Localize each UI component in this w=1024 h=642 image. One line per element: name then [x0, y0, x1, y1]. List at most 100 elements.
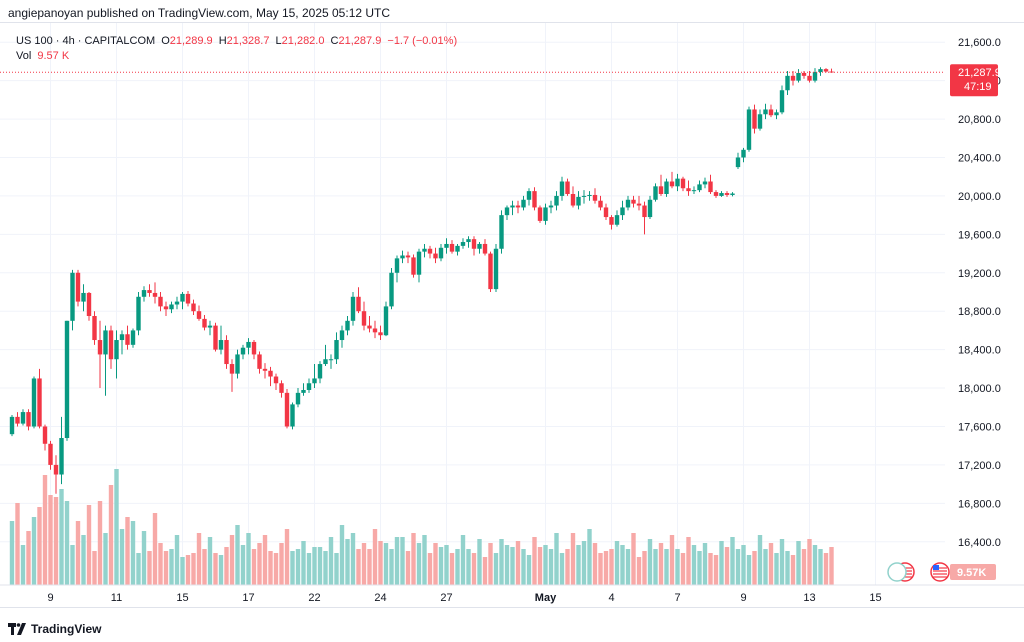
candle-body[interactable]	[620, 207, 625, 216]
candle-body[interactable]	[262, 368, 268, 371]
candle-body[interactable]	[763, 109, 768, 115]
footer-brand[interactable]: TradingView	[8, 622, 101, 636]
candle-body[interactable]	[526, 191, 532, 200]
candle-body[interactable]	[114, 340, 119, 360]
candle-body[interactable]	[367, 325, 372, 329]
candle-body[interactable]	[218, 340, 224, 350]
event-marker-icon[interactable]	[887, 562, 907, 582]
candle-body[interactable]	[532, 191, 537, 208]
candle-body[interactable]	[279, 383, 284, 393]
candle-body[interactable]	[108, 330, 114, 360]
candle-body[interactable]	[152, 292, 158, 297]
candle-body[interactable]	[59, 438, 64, 475]
candle-body[interactable]	[543, 207, 548, 221]
candle-body[interactable]	[15, 416, 20, 424]
candle-body[interactable]	[559, 181, 565, 196]
chart-panel[interactable]: 21,600.021,200.020,800.020,400.020,000.0…	[0, 22, 1024, 608]
candle-body[interactable]	[818, 69, 823, 72]
candle-body[interactable]	[779, 90, 785, 113]
candle-body[interactable]	[416, 251, 422, 275]
candle-body[interactable]	[273, 376, 279, 384]
candle-body[interactable]	[246, 341, 251, 348]
candle-body[interactable]	[647, 199, 653, 218]
candle-body[interactable]	[587, 194, 592, 196]
candle-body[interactable]	[42, 426, 48, 444]
candle-body[interactable]	[125, 334, 130, 345]
candle-body[interactable]	[328, 359, 334, 361]
candle-body[interactable]	[801, 72, 807, 76]
candle-body[interactable]	[482, 243, 488, 254]
candle-body[interactable]	[207, 325, 213, 328]
candle-body[interactable]	[785, 75, 790, 91]
candle-body[interactable]	[713, 192, 719, 196]
candle-body[interactable]	[697, 184, 702, 191]
candle-body[interactable]	[719, 193, 724, 196]
candle-body[interactable]	[411, 257, 416, 275]
candle-body[interactable]	[499, 215, 504, 249]
candle-body[interactable]	[504, 207, 510, 216]
candle-body[interactable]	[488, 253, 493, 290]
candle-body[interactable]	[537, 207, 543, 221]
candle-body[interactable]	[136, 296, 141, 331]
candle-body[interactable]	[823, 69, 829, 72]
candle-body[interactable]	[317, 364, 323, 379]
symbol-label[interactable]: US 100 · 4h · CAPITALCOM	[16, 35, 156, 47]
candle-body[interactable]	[510, 205, 515, 208]
candle-body[interactable]	[493, 248, 499, 290]
candle-body[interactable]	[53, 464, 59, 475]
candle-body[interactable]	[449, 243, 455, 252]
candle-body[interactable]	[812, 71, 818, 81]
candle-body[interactable]	[603, 207, 609, 218]
candle-body[interactable]	[570, 194, 576, 206]
candle-body[interactable]	[642, 205, 647, 218]
candle-body[interactable]	[471, 239, 477, 249]
candle-body[interactable]	[460, 242, 466, 246]
candle-body[interactable]	[26, 412, 31, 427]
candle-body[interactable]	[422, 248, 427, 252]
candle-body[interactable]	[64, 320, 70, 439]
candle-body[interactable]	[257, 354, 262, 369]
candle-body[interactable]	[306, 383, 312, 390]
candle-body[interactable]	[730, 193, 735, 195]
candle-body[interactable]	[702, 181, 708, 185]
candle-body[interactable]	[455, 245, 460, 252]
candle-body[interactable]	[554, 195, 559, 206]
candle-body[interactable]	[9, 416, 15, 435]
candle-body[interactable]	[339, 330, 345, 341]
candle-body[interactable]	[378, 332, 383, 336]
candle-body[interactable]	[405, 255, 411, 258]
candle-body[interactable]	[334, 340, 339, 360]
candle-body[interactable]	[213, 325, 218, 350]
candle-body[interactable]	[158, 296, 163, 307]
candle-body[interactable]	[796, 72, 801, 81]
candlestick-chart[interactable]: 21,600.021,200.020,800.020,400.020,000.0…	[0, 23, 1024, 609]
candle-body[interactable]	[75, 272, 81, 302]
candle-body[interactable]	[466, 239, 471, 243]
candle-body[interactable]	[224, 340, 229, 365]
candle-body[interactable]	[290, 404, 295, 427]
candle-body[interactable]	[383, 306, 389, 336]
candle-body[interactable]	[669, 181, 675, 187]
candle-body[interactable]	[444, 243, 449, 248]
candle-body[interactable]	[191, 303, 196, 312]
candle-body[interactable]	[323, 359, 328, 365]
candle-body[interactable]	[680, 178, 686, 189]
candle-body[interactable]	[174, 301, 180, 305]
candle-body[interactable]	[664, 181, 669, 195]
candle-body[interactable]	[295, 392, 301, 405]
candle-body[interactable]	[768, 109, 774, 116]
candle-body[interactable]	[31, 378, 37, 427]
candle-body[interactable]	[185, 293, 191, 304]
candle-body[interactable]	[515, 205, 521, 208]
candle-body[interactable]	[433, 253, 438, 259]
candle-body[interactable]	[477, 243, 482, 249]
candle-body[interactable]	[708, 181, 713, 193]
candle-body[interactable]	[691, 190, 697, 192]
candle-body[interactable]	[70, 272, 75, 321]
candle-body[interactable]	[614, 215, 620, 225]
candle-body[interactable]	[97, 340, 103, 355]
candle-body[interactable]	[141, 290, 147, 297]
candle-body[interactable]	[48, 443, 53, 465]
candle-body[interactable]	[284, 392, 290, 427]
candle-body[interactable]	[147, 290, 152, 293]
